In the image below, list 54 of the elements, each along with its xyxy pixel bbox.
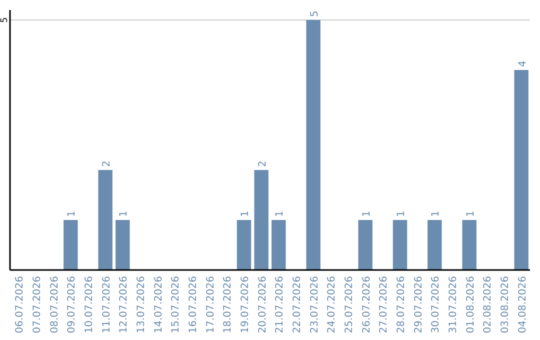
data-label: 4 — [517, 60, 528, 67]
bar — [236, 220, 252, 270]
x-tick-label: 29.07.2026 — [413, 276, 424, 334]
x-tick-label: 20.07.2026 — [257, 276, 268, 334]
data-label: 5 — [309, 10, 320, 17]
x-tick-label: 12.07.2026 — [118, 276, 130, 334]
data-label: 2 — [257, 160, 268, 167]
x-tick-label: 17.07.2026 — [205, 276, 216, 334]
data-label: 1 — [118, 210, 130, 217]
x-tick-label: 13.07.2026 — [136, 276, 147, 334]
data-label: 1 — [66, 210, 78, 217]
x-tick-label: 23.07.2026 — [309, 276, 320, 334]
x-tick-label: 26.07.2026 — [361, 276, 372, 334]
data-label: 1 — [396, 210, 407, 217]
x-tick-label: 18.07.2026 — [222, 276, 234, 334]
bar — [306, 20, 320, 270]
x-tick-label: 19.07.2026 — [240, 276, 251, 334]
x-tick-label: 11.07.2026 — [101, 276, 112, 334]
data-label: 1 — [465, 210, 476, 217]
bar — [514, 70, 528, 270]
x-tick-label: 02.08.2026 — [482, 276, 494, 334]
x-tick-label: 24.07.2026 — [326, 276, 338, 334]
x-tick-label: 08.07.2026 — [49, 276, 60, 334]
x-tick-label: 15.07.2026 — [170, 276, 182, 334]
x-tick-label: 14.07.2026 — [153, 276, 164, 334]
bar — [64, 220, 78, 270]
x-tick-label: 06.07.2026 — [14, 276, 26, 334]
x-tick-label: 04.08.2026 — [517, 276, 528, 334]
bar — [116, 220, 130, 270]
x-tick-label: 16.07.2026 — [188, 276, 199, 334]
data-label: 1 — [240, 210, 251, 217]
data-label: 1 — [361, 210, 372, 217]
bar — [254, 170, 268, 270]
x-tick-label: 07.07.2026 — [32, 276, 43, 334]
bar — [98, 170, 112, 270]
x-tick-label: 28.07.2026 — [396, 276, 407, 334]
bar — [272, 220, 286, 270]
data-label: 2 — [101, 160, 112, 167]
data-label: 1 — [430, 210, 442, 217]
x-tick-label: 01.08.2026 — [465, 276, 476, 334]
x-tick-label: 25.07.2026 — [344, 276, 355, 334]
bar — [428, 220, 442, 270]
bar — [462, 220, 476, 270]
bar — [358, 220, 372, 270]
x-tick-label: 22.07.2026 — [292, 276, 303, 334]
x-tick-label: 21.07.2026 — [274, 276, 286, 334]
x-tick-label: 27.07.2026 — [378, 276, 390, 334]
bar — [392, 220, 408, 270]
x-tick-label: 10.07.2026 — [84, 276, 95, 334]
x-tick-label: 03.08.2026 — [500, 276, 511, 334]
x-tick-label: 31.07.2026 — [448, 276, 459, 334]
x-tick-label: 30.07.2026 — [430, 276, 442, 334]
x-tick-label: 09.07.2026 — [66, 276, 78, 334]
data-label: 1 — [274, 210, 286, 217]
